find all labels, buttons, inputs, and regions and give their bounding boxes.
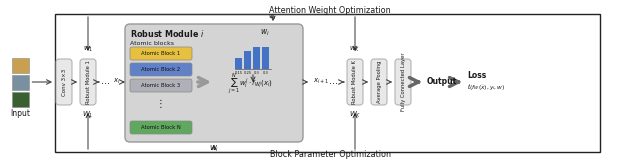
Bar — [55, 14, 600, 152]
Text: Robust Module 1: Robust Module 1 — [86, 60, 90, 104]
FancyBboxPatch shape — [130, 63, 192, 76]
FancyBboxPatch shape — [56, 59, 72, 105]
Text: $x_i$: $x_i$ — [113, 76, 121, 86]
Text: ⋮: ⋮ — [156, 99, 166, 109]
FancyBboxPatch shape — [395, 59, 411, 105]
Text: $\sum_{j=1}^{N}w_i^j\cdot f_{W_i^j}(x_i)$: $\sum_{j=1}^{N}w_i^j\cdot f_{W_i^j}(x_i)… — [228, 72, 273, 96]
Text: $W_i$: $W_i$ — [209, 144, 219, 154]
Bar — [12, 58, 29, 72]
Text: Conv 3×3: Conv 3×3 — [61, 68, 67, 96]
Bar — [12, 92, 29, 106]
Text: Atomic Block N: Atomic Block N — [141, 125, 181, 130]
Text: Robust Module K: Robust Module K — [353, 60, 358, 104]
Text: Atomic Block 2: Atomic Block 2 — [141, 67, 180, 72]
Bar — [235, 58, 242, 69]
Text: 0.25: 0.25 — [243, 71, 252, 74]
Text: 0.3: 0.3 — [262, 71, 268, 74]
Bar — [262, 47, 269, 69]
Text: $w_i$: $w_i$ — [268, 13, 278, 22]
Text: Block Parameter Optimization: Block Parameter Optimization — [269, 150, 390, 159]
Text: ...: ... — [102, 76, 111, 86]
FancyBboxPatch shape — [80, 59, 96, 105]
Text: Attention Weight Optimization: Attention Weight Optimization — [269, 6, 391, 15]
Text: Input: Input — [10, 110, 30, 119]
Text: Atomic blocks: Atomic blocks — [130, 41, 174, 46]
Text: 0.15: 0.15 — [234, 71, 243, 74]
Text: 0.3: 0.3 — [253, 71, 259, 74]
Text: Robust Module $i$: Robust Module $i$ — [130, 28, 204, 39]
FancyBboxPatch shape — [130, 121, 192, 134]
Text: $w_K$: $w_K$ — [349, 45, 360, 54]
FancyBboxPatch shape — [347, 59, 363, 105]
Text: ...: ... — [328, 76, 337, 86]
Text: $W_K$: $W_K$ — [349, 110, 361, 120]
FancyBboxPatch shape — [130, 47, 192, 60]
Text: Atomic Block 1: Atomic Block 1 — [141, 51, 180, 56]
Bar — [244, 51, 251, 69]
Text: $w_i$: $w_i$ — [260, 27, 269, 38]
Text: $w_1$: $w_1$ — [83, 45, 93, 54]
Text: Atomic Block 3: Atomic Block 3 — [141, 83, 180, 88]
Text: Loss: Loss — [467, 72, 486, 81]
Text: $W_1$: $W_1$ — [82, 110, 94, 120]
Text: $x_{i+1}$: $x_{i+1}$ — [313, 76, 330, 86]
Text: Average Pooling: Average Pooling — [376, 61, 381, 103]
Bar — [12, 74, 29, 90]
Text: Fully Connected Layer: Fully Connected Layer — [401, 53, 406, 111]
Text: Output: Output — [427, 76, 457, 85]
FancyBboxPatch shape — [130, 79, 192, 92]
Bar — [253, 47, 260, 69]
FancyBboxPatch shape — [125, 24, 303, 142]
FancyBboxPatch shape — [371, 59, 387, 105]
Text: $\ell(f_W(\tilde{x}), y_i, w)$: $\ell(f_W(\tilde{x}), y_i, w)$ — [467, 82, 506, 92]
